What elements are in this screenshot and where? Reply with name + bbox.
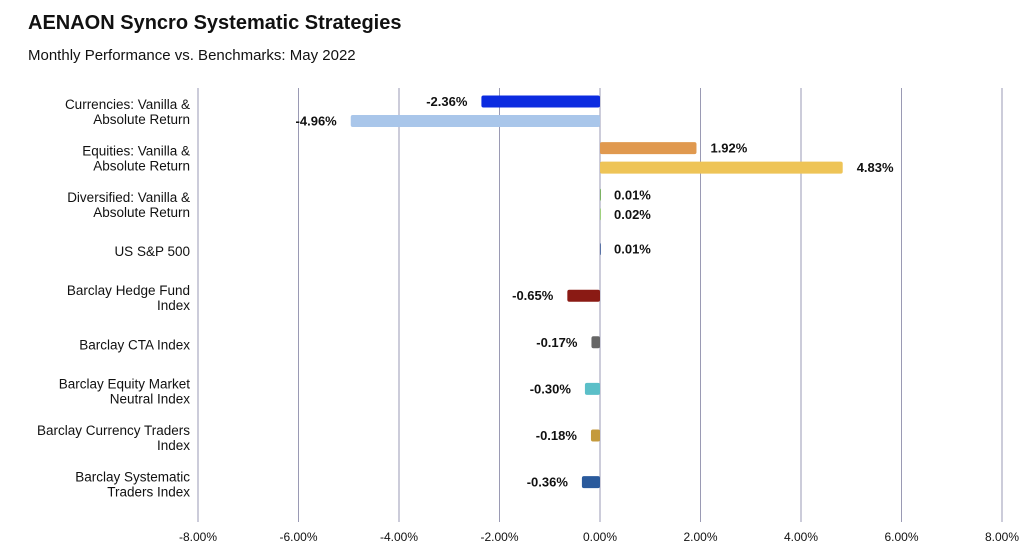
category-label-line: Traders Index [107,485,190,500]
x-tick-label: -2.00% [480,530,518,544]
bar [600,208,602,221]
category-label: US S&P 500 [114,244,190,259]
bar [600,243,601,256]
x-tick-label: 6.00% [884,530,918,544]
category-label-line: Equities: Vanilla & [82,143,190,158]
category-label-line: Barclay Currency Traders [37,423,190,438]
x-tick-label: 4.00% [784,530,818,544]
category-label-line: Absolute Return [93,205,190,220]
category-label: Barclay Currency Traders Index [37,423,190,453]
category-label-line: Barclay Equity Market [59,376,191,391]
data-label: 0.02% [614,207,651,222]
chart-title: AENAON Syncro Systematic Strategies [28,12,402,34]
x-tick-label: 2.00% [683,530,717,544]
data-label: 0.01% [614,187,651,202]
category-label-line: Absolute Return [93,112,190,127]
x-axis-ticks: -8.00% -6.00% -4.00% -2.00% 0.00% 2.00% 4.00% 6… [179,530,1019,544]
chart-subtitle: Monthly Performance vs. Benchmarks: May … [28,47,356,64]
category-label-line: Barclay CTA Index [79,337,190,352]
bar [581,476,600,489]
x-tick-label: -4.00% [380,530,418,544]
category-label-line: US S&P 500 [114,244,190,259]
category-label: Barclay CTA Index [79,337,190,352]
data-label: 4.83% [857,160,894,175]
bar [481,95,600,108]
category-label-line: Index [157,298,190,313]
category-label-line: Absolute Return [93,158,190,173]
bar [567,289,600,302]
category-label: Barclay Systematic Traders Index [75,470,190,500]
x-tick-label: 8.00% [985,530,1019,544]
category-label-line: Index [157,438,190,453]
data-label: -0.18% [536,428,578,443]
data-label: -0.30% [530,381,572,396]
data-label: 0.01% [614,242,651,257]
data-label: -0.65% [512,288,554,303]
category-label: Diversified: Vanilla & Absolute Return [67,190,190,220]
category-label: Equities: Vanilla & Absolute Return [82,143,190,173]
data-label: -2.36% [426,94,468,109]
category-labels: Currencies: Vanilla & Absolute ReturnEqui… [37,97,190,500]
bar [600,161,843,174]
gridlines [197,88,1003,522]
bar [584,382,600,395]
data-label: -0.17% [536,335,578,350]
bar [600,188,601,201]
category-label-line: Diversified: Vanilla & [67,190,190,205]
category-label: Barclay Hedge Fund Index [67,283,190,313]
category-label-line: Barclay Hedge Fund [67,283,190,298]
category-label: Currencies: Vanilla & Absolute Return [65,97,190,127]
bar [590,429,600,442]
labels-layer: -2.36% -4.96% 1.92% 4.83% 0.01% 0.02% 0.01% -0.… [296,94,894,490]
data-label: 1.92% [710,141,747,156]
bars-layer [350,95,843,489]
x-tick-label: -6.00% [279,530,317,544]
category-label-line: Currencies: Vanilla & [65,97,190,112]
data-label: -0.36% [527,475,569,490]
category-label: Barclay Equity Market Neutral Index [59,376,191,406]
x-tick-label: -8.00% [179,530,217,544]
category-label-line: Barclay Systematic [75,470,190,485]
category-label-line: Neutral Index [110,391,191,406]
data-label: -4.96% [296,114,338,129]
bar [591,336,600,349]
bar [350,115,600,128]
bar [600,142,697,155]
x-tick-label: 0.00% [583,530,617,544]
